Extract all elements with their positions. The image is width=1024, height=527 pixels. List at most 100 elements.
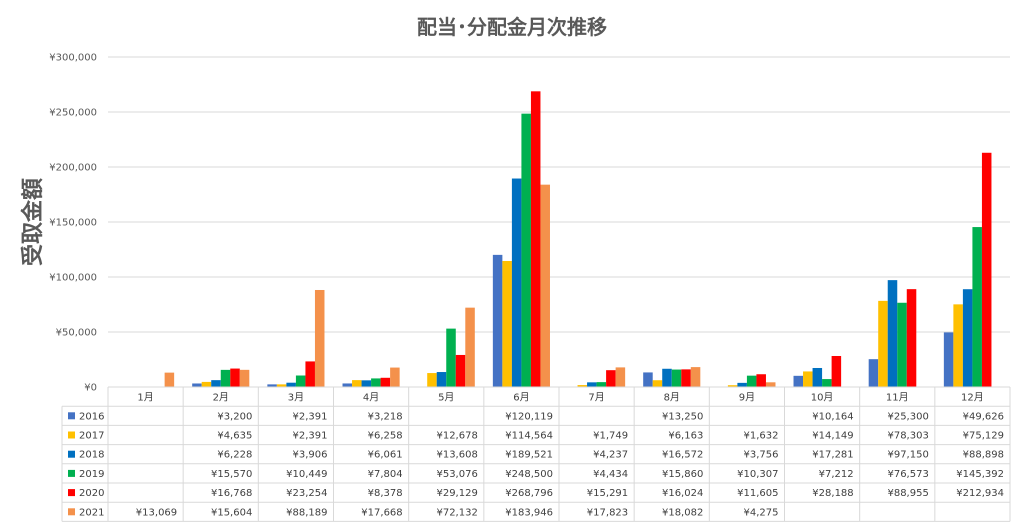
data-label: ¥18,082: [662, 507, 703, 518]
data-label: ¥11,605: [737, 488, 778, 499]
legend-key-2016: [68, 412, 75, 420]
y-tick-label: ¥0: [84, 383, 97, 394]
legend-key-2019: [68, 469, 75, 477]
data-label: ¥13,069: [136, 507, 177, 518]
data-label: ¥4,635: [217, 431, 252, 442]
bar-2021-7: [615, 367, 626, 387]
chart-title: 配当･分配金月次推移: [417, 15, 607, 39]
y-tick-label: ¥250,000: [49, 108, 97, 119]
bar-2017-6: [502, 260, 512, 387]
data-label: ¥189,521: [505, 450, 553, 461]
data-label: ¥1,749: [593, 431, 628, 442]
bar-2020-11: [906, 289, 917, 387]
data-label: ¥88,189: [286, 507, 327, 518]
legend-label-2018: 2018: [79, 450, 104, 461]
bar-2017-2: [201, 381, 212, 387]
bar-2019-9: [746, 375, 757, 387]
data-label: ¥15,860: [662, 469, 703, 480]
bar-2017-9: [727, 385, 738, 387]
bar-2016-2: [192, 383, 202, 387]
bar-2021-3: [314, 289, 325, 387]
x-category-label: 6月: [513, 392, 529, 404]
bar-2020-6: [530, 91, 541, 387]
y-tick-label: ¥150,000: [49, 218, 97, 229]
bar-2019-12: [972, 227, 982, 387]
bar-2020-12: [981, 152, 992, 387]
data-label: ¥10,164: [812, 411, 853, 422]
data-label: ¥4,434: [593, 469, 628, 480]
bar-2018-10: [812, 367, 823, 387]
data-label: ¥15,604: [211, 507, 252, 518]
data-label: ¥3,200: [217, 411, 252, 422]
bar-2017-4: [352, 380, 362, 387]
bar-2016-10: [793, 375, 804, 387]
legend-key-2018: [68, 450, 75, 458]
data-label: ¥16,024: [662, 488, 703, 499]
bar-2020-2: [230, 368, 240, 387]
bar-2021-6: [540, 184, 550, 387]
data-label: ¥17,668: [361, 507, 402, 518]
data-label: ¥3,906: [293, 450, 328, 461]
x-category-label: 5月: [438, 392, 454, 404]
bar-2017-8: [652, 380, 663, 387]
data-label: ¥15,570: [211, 469, 252, 480]
data-label: ¥49,626: [963, 411, 1004, 422]
data-label: ¥3,218: [368, 411, 403, 422]
data-label: ¥6,258: [368, 431, 403, 442]
x-category-label: 7月: [588, 392, 604, 404]
x-category-label: 11月: [886, 392, 909, 404]
bar-2018-6: [511, 178, 522, 387]
bar-2021-4: [390, 367, 400, 387]
data-label: ¥53,076: [436, 469, 477, 480]
data-label: ¥120,119: [505, 411, 553, 422]
bar-2020-3: [305, 361, 315, 387]
data-label: ¥7,212: [819, 469, 854, 480]
x-category-label: 9月: [739, 392, 755, 404]
x-category-label: 4月: [363, 392, 379, 404]
bar-2018-4: [361, 380, 372, 387]
legend-label-2020: 2020: [79, 488, 104, 499]
bar-2019-6: [521, 113, 531, 388]
bar-2021-1: [164, 372, 175, 387]
bar-2018-2: [211, 380, 221, 387]
bar-2020-7: [606, 370, 616, 387]
legend-key-2020: [68, 489, 75, 497]
data-label: ¥6,228: [217, 450, 252, 461]
data-label: ¥212,934: [956, 488, 1004, 499]
data-label: ¥6,163: [668, 431, 703, 442]
data-label: ¥29,129: [436, 488, 477, 499]
x-category-label: 8月: [664, 392, 680, 404]
data-label: ¥7,804: [368, 469, 403, 480]
bar-2021-5: [465, 307, 475, 387]
legend-label-2019: 2019: [79, 469, 104, 480]
bar-2018-7: [587, 382, 597, 387]
bar-2019-7: [596, 382, 607, 387]
data-label: ¥3,756: [744, 450, 779, 461]
bar-2017-5: [427, 373, 437, 387]
data-label: ¥97,150: [887, 450, 928, 461]
bar-2019-11: [897, 302, 907, 387]
bar-2016-12: [943, 332, 954, 387]
data-label: ¥16,572: [662, 450, 703, 461]
x-category-label: 2月: [213, 392, 229, 404]
data-label: ¥76,573: [887, 469, 928, 480]
bar-2021-9: [765, 382, 776, 387]
data-label: ¥114,564: [505, 431, 553, 442]
data-label: ¥145,392: [956, 469, 1004, 480]
data-label: ¥4,275: [744, 507, 779, 518]
bar-2017-3: [276, 384, 287, 387]
bar-2019-2: [220, 369, 231, 387]
x-category-label: 3月: [288, 392, 304, 404]
y-tick-label: ¥100,000: [49, 273, 97, 284]
data-label: ¥2,391: [293, 431, 328, 442]
legend-label-2021: 2021: [79, 507, 104, 518]
data-label: ¥248,500: [505, 469, 553, 480]
data-label: ¥8,378: [368, 488, 403, 499]
data-label: ¥78,303: [887, 431, 928, 442]
data-label: ¥10,449: [286, 469, 327, 480]
data-label: ¥16,768: [211, 488, 252, 499]
y-tick-label: ¥50,000: [56, 328, 97, 339]
data-label: ¥1,632: [744, 431, 779, 442]
bar-2020-9: [756, 374, 766, 387]
bar-2020-8: [681, 369, 691, 387]
